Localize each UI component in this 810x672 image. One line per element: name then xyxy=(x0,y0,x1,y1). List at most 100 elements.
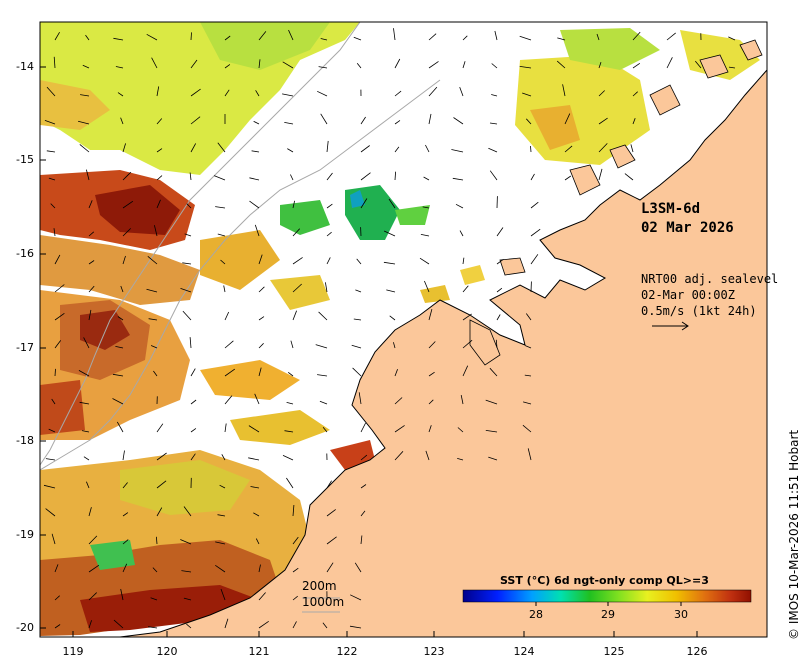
current-vector xyxy=(424,280,430,293)
colorbar-tick-label: 29 xyxy=(601,608,615,621)
current-vector xyxy=(394,397,403,405)
current-vector xyxy=(122,563,128,573)
current-vector xyxy=(428,425,432,433)
current-vector xyxy=(79,144,90,153)
lon-tick-label: 119 xyxy=(62,645,84,658)
current-vector xyxy=(115,66,124,69)
current-vector xyxy=(122,482,128,489)
current-vector xyxy=(282,93,294,97)
current-vector xyxy=(326,203,333,209)
current-vector xyxy=(624,173,634,181)
current-vector xyxy=(394,171,396,181)
current-vector xyxy=(48,177,56,181)
current-vector xyxy=(428,86,438,97)
current-vector xyxy=(122,200,134,209)
current-vector xyxy=(81,430,90,433)
current-vector xyxy=(598,61,602,69)
current-vector xyxy=(326,480,332,489)
current-vector xyxy=(156,199,161,209)
current-vector xyxy=(356,258,362,265)
current-vector xyxy=(292,567,299,573)
current-vector xyxy=(666,32,676,41)
current-vector xyxy=(428,113,432,125)
current-vector xyxy=(86,481,90,489)
current-vector xyxy=(394,120,401,125)
current-vector xyxy=(113,619,124,629)
current-vector xyxy=(393,28,396,41)
current-vector xyxy=(488,456,498,461)
current-vector xyxy=(630,144,634,153)
current-vector xyxy=(54,284,65,293)
current-vector xyxy=(153,370,158,377)
current-vector xyxy=(320,38,328,41)
current-vector xyxy=(215,541,226,545)
product-title: L3SM-6d xyxy=(641,201,701,217)
current-vector xyxy=(526,118,532,125)
current-vector xyxy=(422,206,430,209)
current-vector xyxy=(258,31,267,41)
current-vector xyxy=(45,458,56,461)
current-vector xyxy=(496,287,503,293)
current-vector xyxy=(54,368,56,377)
current-vector xyxy=(190,368,196,377)
current-vector xyxy=(564,145,573,153)
current-scale-arrow-icon xyxy=(652,321,689,331)
lat-tick-label: -20 xyxy=(16,621,34,634)
current-vector xyxy=(120,588,124,601)
current-vector xyxy=(54,340,62,349)
current-vector xyxy=(389,315,396,321)
current-vector xyxy=(326,140,329,153)
current-vector xyxy=(556,60,566,69)
current-vector xyxy=(146,288,158,293)
current-vector xyxy=(489,367,498,377)
current-vector xyxy=(489,170,498,181)
current-vector xyxy=(428,308,433,321)
current-vector xyxy=(491,94,498,97)
current-vector xyxy=(326,562,334,573)
current-vector xyxy=(522,92,532,97)
current-vector xyxy=(428,399,434,405)
current-vector xyxy=(383,230,396,237)
lat-tick-label: -17 xyxy=(16,341,34,354)
current-vector xyxy=(632,62,641,69)
current-vector xyxy=(258,367,262,377)
current-vector xyxy=(394,369,398,377)
current-vector xyxy=(496,258,504,265)
current-vector xyxy=(286,477,294,489)
current-vector xyxy=(45,508,56,517)
current-vector xyxy=(360,198,368,209)
current-vector xyxy=(519,66,532,69)
lon-tick-label: 125 xyxy=(603,645,625,658)
current-vector xyxy=(360,422,366,433)
current-vector xyxy=(116,421,124,433)
current-vector xyxy=(79,401,90,405)
current-vector xyxy=(255,90,260,97)
current-vector xyxy=(85,34,90,41)
current-vector xyxy=(494,30,498,41)
current-vector xyxy=(326,536,337,545)
current-vector xyxy=(53,56,56,69)
current-vector xyxy=(117,92,124,97)
current-vector xyxy=(122,171,132,181)
isobath-1000-label: 1000m xyxy=(302,595,345,609)
current-vector xyxy=(632,91,638,97)
current-vector xyxy=(459,86,464,97)
current-vector xyxy=(287,371,294,377)
lon-tick-label: 121 xyxy=(248,645,270,658)
current-vector xyxy=(491,63,498,69)
current-vector xyxy=(258,564,261,573)
current-vector xyxy=(180,288,192,293)
current-vector xyxy=(451,149,464,153)
current-vector xyxy=(666,57,673,69)
current-vector xyxy=(315,344,328,349)
current-vector xyxy=(122,539,129,545)
current-vector xyxy=(394,451,404,461)
current-vector xyxy=(156,480,167,489)
current-vector xyxy=(496,314,501,321)
current-vector xyxy=(322,622,328,629)
current-vector xyxy=(394,425,405,433)
current-vector xyxy=(355,289,362,293)
current-vector xyxy=(190,88,201,97)
current-vector xyxy=(428,61,439,69)
current-vector xyxy=(428,371,435,377)
